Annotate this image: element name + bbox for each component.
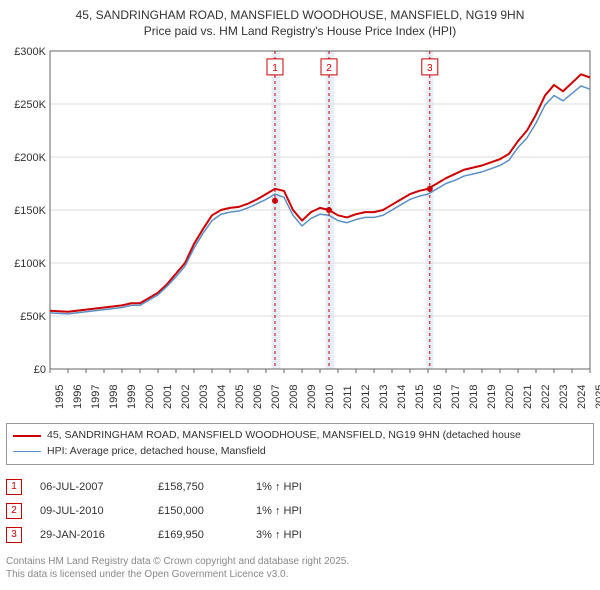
- x-tick-label: 2007: [270, 385, 282, 409]
- x-tick-label: 2022: [540, 385, 552, 409]
- x-tick-label: 2010: [324, 385, 336, 409]
- x-tick-label: 2004: [216, 385, 228, 409]
- x-tick-label: 2011: [342, 386, 354, 410]
- sale-price: £169,950: [158, 529, 238, 541]
- legend: 45, SANDRINGHAM ROAD, MANSFIELD WOODHOUS…: [6, 423, 594, 465]
- x-tick-label: 2021: [522, 385, 534, 409]
- svg-text:£300K: £300K: [14, 46, 46, 58]
- svg-text:3: 3: [427, 63, 433, 74]
- x-tick-label: 1999: [126, 385, 138, 409]
- x-tick-label: 2020: [504, 385, 516, 409]
- x-tick-label: 2024: [576, 385, 588, 409]
- sale-price: £150,000: [158, 505, 238, 517]
- x-tick-label: 2006: [252, 385, 264, 409]
- x-tick-label: 2001: [162, 385, 174, 409]
- x-tick-label: 2017: [450, 385, 462, 409]
- sale-date: 09-JUL-2010: [40, 505, 140, 517]
- svg-text:£100K: £100K: [14, 258, 46, 270]
- x-tick-label: 2005: [234, 385, 246, 409]
- plot-area: £0 £50K £100K £150K £200K £250K £300K 1 2 3: [6, 45, 594, 375]
- sales-row: 1 06-JUL-2007 £158,750 1% ↑ HPI: [6, 475, 594, 499]
- sale-pct: 1% ↑ HPI: [256, 481, 346, 493]
- title-line2: Price paid vs. HM Land Registry's House …: [6, 24, 594, 40]
- x-tick-label: 2002: [180, 385, 192, 409]
- x-tick-label: 1995: [54, 385, 66, 409]
- x-tick-label: 1996: [72, 385, 84, 409]
- svg-text:£0: £0: [34, 364, 46, 375]
- legend-item: HPI: Average price, detached house, Mans…: [13, 444, 587, 460]
- x-tick-label: 2019: [486, 385, 498, 409]
- plot-svg: £0 £50K £100K £150K £200K £250K £300K 1 2 3: [6, 45, 594, 375]
- sale-pct: 1% ↑ HPI: [256, 505, 346, 517]
- svg-text:£150K: £150K: [14, 205, 46, 217]
- x-tick-label: 2000: [144, 385, 156, 409]
- x-tick-label: 2012: [360, 385, 372, 409]
- x-tick-label: 2015: [414, 385, 426, 409]
- sales-row: 3 29-JAN-2016 £169,950 3% ↑ HPI: [6, 523, 594, 547]
- legend-label: 45, SANDRINGHAM ROAD, MANSFIELD WOODHOUS…: [47, 428, 521, 444]
- svg-text:£50K: £50K: [20, 311, 46, 323]
- x-tick-label: 2008: [288, 385, 300, 409]
- svg-text:2: 2: [326, 63, 332, 74]
- sale-price: £158,750: [158, 481, 238, 493]
- sale-badge: 3: [6, 527, 22, 543]
- x-tick-label: 1997: [90, 385, 102, 409]
- x-tick-label: 2003: [198, 385, 210, 409]
- legend-label: HPI: Average price, detached house, Mans…: [47, 444, 266, 460]
- chart-title: 45, SANDRINGHAM ROAD, MANSFIELD WOODHOUS…: [6, 8, 594, 39]
- chart-container: 45, SANDRINGHAM ROAD, MANSFIELD WOODHOUS…: [0, 0, 600, 585]
- x-axis-labels: 1995 1996 1997 1998 1999 2000 2001 2002 2003 2004…: [6, 375, 594, 415]
- sale-date: 29-JAN-2016: [40, 529, 140, 541]
- sale-date: 06-JUL-2007: [40, 481, 140, 493]
- sale-pct: 3% ↑ HPI: [256, 529, 346, 541]
- svg-text:£200K: £200K: [14, 152, 46, 164]
- x-tick-label: 2014: [396, 385, 408, 409]
- svg-text:£250K: £250K: [14, 99, 46, 111]
- x-tick-label: 2013: [378, 385, 390, 409]
- x-tick-label: 2018: [468, 385, 480, 409]
- sale-badge: 1: [6, 479, 22, 495]
- title-line1: 45, SANDRINGHAM ROAD, MANSFIELD WOODHOUS…: [6, 8, 594, 24]
- sales-table: 1 06-JUL-2007 £158,750 1% ↑ HPI 2 09-JUL…: [6, 475, 594, 547]
- sales-row: 2 09-JUL-2010 £150,000 1% ↑ HPI: [6, 499, 594, 523]
- legend-swatch: [13, 435, 41, 437]
- footer-line1: Contains HM Land Registry data © Crown c…: [6, 555, 594, 568]
- svg-text:1: 1: [272, 63, 278, 74]
- legend-item: 45, SANDRINGHAM ROAD, MANSFIELD WOODHOUS…: [13, 428, 587, 444]
- x-tick-label: 2025: [594, 385, 600, 409]
- x-tick-label: 2023: [558, 385, 570, 409]
- footer-line2: This data is licensed under the Open Gov…: [6, 568, 594, 581]
- x-tick-label: 1998: [108, 385, 120, 409]
- footer-note: Contains HM Land Registry data © Crown c…: [6, 555, 594, 581]
- x-tick-label: 2016: [432, 385, 444, 409]
- x-tick-label: 2009: [306, 385, 318, 409]
- sale-badge: 2: [6, 503, 22, 519]
- legend-swatch: [13, 451, 41, 452]
